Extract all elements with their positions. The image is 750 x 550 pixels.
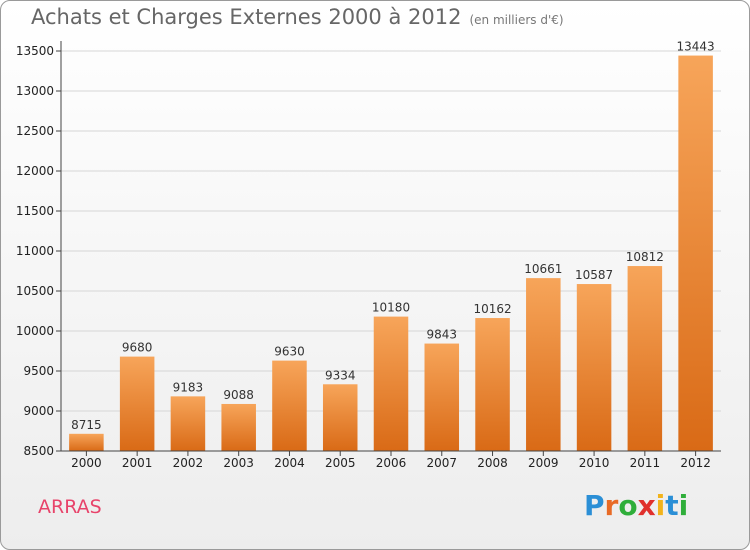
bar-2003 [221, 403, 256, 451]
logo-letter: P [584, 489, 605, 522]
logo-letter: x [637, 489, 656, 522]
logo-letter: t [665, 489, 679, 522]
y-tick-label: 10000 [16, 324, 54, 338]
x-tick-label: 2012 [680, 456, 711, 470]
x-tick-label: 2006 [376, 456, 407, 470]
title-text: Achats et Charges Externes 2000 à 2012 [31, 5, 462, 29]
data-label: 9680 [122, 341, 153, 355]
bar-2009 [526, 278, 561, 451]
data-label: 10812 [626, 250, 664, 264]
chart-title: Achats et Charges Externes 2000 à 2012 (e… [31, 5, 564, 29]
data-label: 9630 [274, 345, 305, 359]
x-tick-label: 2001 [122, 456, 153, 470]
data-label: 9334 [325, 368, 356, 382]
x-tick-label: 2009 [528, 456, 559, 470]
data-label: 10180 [372, 301, 410, 315]
bar-2002 [170, 396, 206, 451]
axes [56, 41, 721, 456]
bar-2008 [475, 318, 510, 451]
y-tick-label: 13500 [16, 44, 54, 58]
y-tick-label: 11000 [16, 244, 54, 258]
y-tick-label: 12500 [16, 124, 54, 138]
x-tick-label: 2007 [426, 456, 457, 470]
bar-2011 [627, 266, 663, 451]
data-label: 10661 [524, 262, 562, 276]
labels: 8500 9000 9500 10000 10500 11000 11500 12000 125… [16, 40, 715, 470]
bar-2001 [119, 356, 155, 451]
x-tick-label: 2002 [173, 456, 204, 470]
data-label: 10587 [575, 268, 613, 282]
bar-2000 [69, 433, 104, 451]
bar-2010 [576, 284, 612, 451]
city-label: ARRAS [38, 496, 102, 518]
data-label: 9843 [426, 328, 457, 342]
proxiti-logo: Proxiti [584, 489, 688, 522]
bars [69, 55, 713, 452]
y-tick-label: 10500 [16, 284, 54, 298]
data-label: 9183 [173, 380, 204, 394]
logo-letter: i [678, 489, 689, 522]
logo-letter: i [655, 489, 666, 522]
y-tick-label: 11500 [16, 204, 54, 218]
data-label: 9088 [223, 388, 254, 402]
x-tick-label: 2000 [71, 456, 102, 470]
chart-subtitle: (en milliers d'€) [469, 13, 564, 27]
x-tick-label: 2008 [477, 456, 508, 470]
x-tick-label: 2010 [579, 456, 610, 470]
y-tick-label: 8500 [23, 444, 54, 458]
x-tick-label: 2011 [630, 456, 661, 470]
logo-letter: o [618, 489, 638, 522]
y-tick-label: 12000 [16, 164, 54, 178]
y-tick-label: 13000 [16, 84, 54, 98]
x-tick-label: 2003 [223, 456, 254, 470]
bar-2006 [373, 316, 409, 451]
data-label: 13443 [677, 40, 715, 54]
data-label: 10162 [473, 302, 511, 316]
y-tick-label: 9000 [23, 404, 54, 418]
x-tick-label: 2004 [274, 456, 305, 470]
logo-letter: r [604, 489, 619, 522]
bar-2004 [272, 360, 307, 451]
bar-2012 [678, 55, 713, 452]
bar-2005 [322, 384, 358, 451]
data-label: 8715 [71, 418, 102, 432]
bar-2007 [424, 343, 460, 451]
y-tick-label: 9500 [23, 364, 54, 378]
x-tick-label: 2005 [325, 456, 356, 470]
